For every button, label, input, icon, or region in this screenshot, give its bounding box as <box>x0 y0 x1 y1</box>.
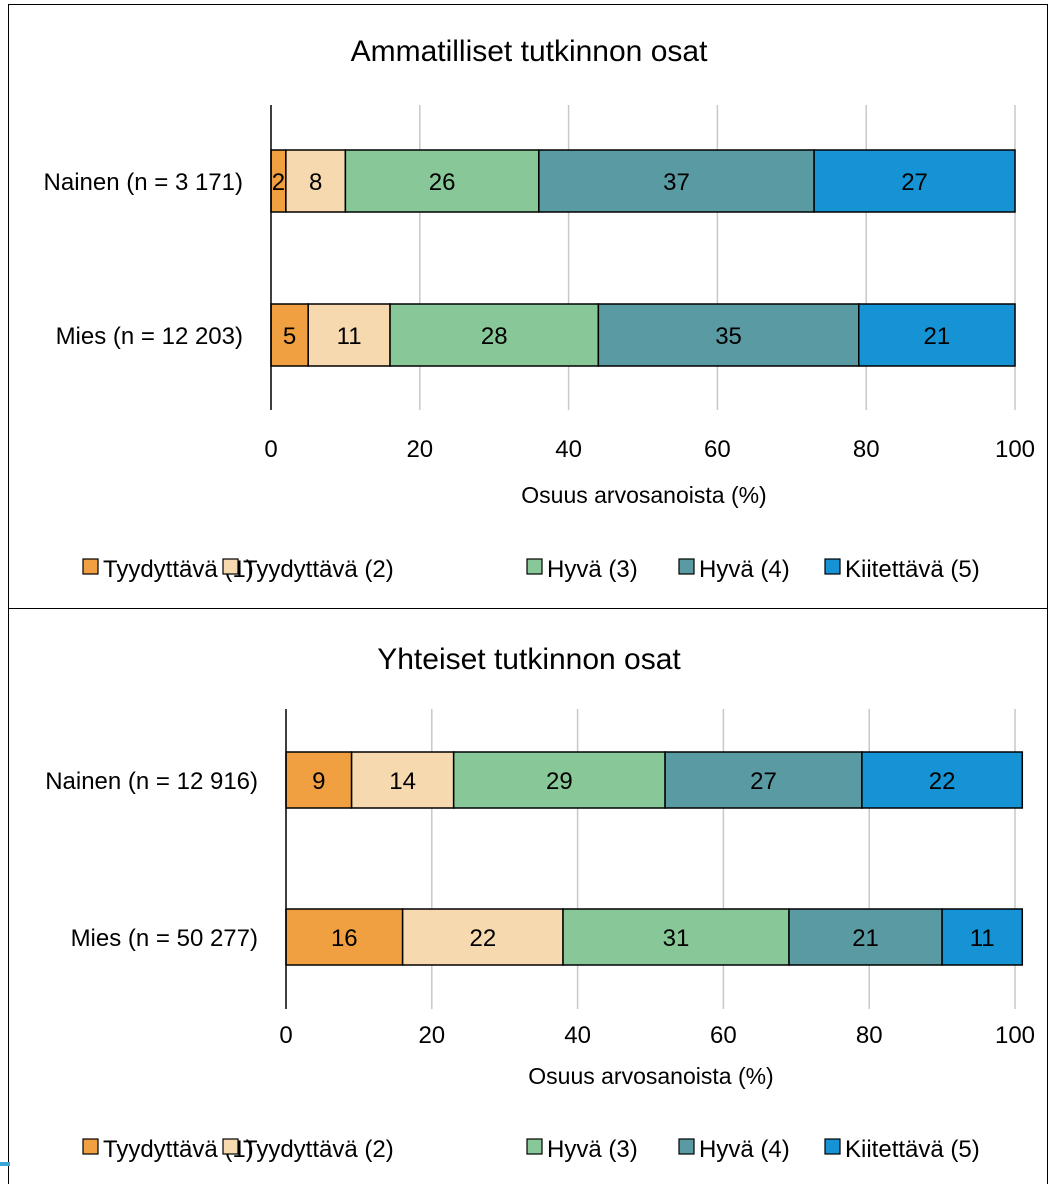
data-label: 21 <box>924 323 951 350</box>
x-tick-label: 20 <box>406 436 433 463</box>
data-label: 11 <box>970 925 995 952</box>
data-label: 2 <box>272 169 285 196</box>
bar-segment <box>858 303 1016 367</box>
legend-swatch <box>678 1138 695 1155</box>
x-tick-label: 0 <box>264 436 277 463</box>
data-label: 35 <box>715 323 742 350</box>
legend-label: Kiitettävä (5) <box>845 1136 980 1163</box>
data-label: 28 <box>481 323 508 350</box>
page-accent-mark <box>0 1162 10 1166</box>
bar-segment <box>941 908 1024 966</box>
legend-label: Hyvä (3) <box>547 1136 638 1163</box>
x-tick-label: 100 <box>995 436 1035 463</box>
x-axis-label: Osuus arvosanoista (%) <box>521 482 766 508</box>
legend-label: Hyvä (4) <box>699 1136 790 1163</box>
data-label: 14 <box>389 768 416 795</box>
chart-panel-yhteiset: Yhteiset tutkinnon osat 9 14 29 27 22 16 22 31 2… <box>8 608 1048 1184</box>
x-tick-label: 60 <box>710 1022 737 1049</box>
bar-segment <box>307 303 391 367</box>
bar-segment <box>401 908 564 966</box>
legend-label: Hyvä (3) <box>547 556 638 583</box>
x-axis-label: Osuus arvosanoista (%) <box>528 1063 773 1089</box>
x-tick-label: 80 <box>853 436 880 463</box>
legend-label: Hyvä (4) <box>699 556 790 583</box>
x-tick-label: 20 <box>418 1022 445 1049</box>
bar-segment <box>285 751 353 809</box>
data-label: 31 <box>663 925 690 952</box>
data-label: 16 <box>331 925 358 952</box>
legend-swatch <box>82 558 99 575</box>
data-label: 8 <box>309 169 322 196</box>
chart-panel-ammatilliset: Ammatilliset tutkinnon osat 2 8 26 37 27 5 11 2… <box>8 4 1048 609</box>
category-label: Mies (n = 50 277) <box>71 925 258 952</box>
data-label: 22 <box>929 768 956 795</box>
data-label: 5 <box>283 323 296 350</box>
bar-segment <box>350 751 455 809</box>
data-label: 37 <box>663 169 690 196</box>
data-label: 29 <box>546 768 573 795</box>
chart-svg-ammatilliset: Ammatilliset tutkinnon osat 2 8 26 37 27 5 11 2… <box>44 35 1035 583</box>
chart-title: Yhteiset tutkinnon osat <box>377 643 681 676</box>
data-label: 26 <box>429 169 456 196</box>
chart-svg-yhteiset: Yhteiset tutkinnon osat 9 14 29 27 22 16 22 31 2… <box>45 643 1035 1163</box>
legend-swatch <box>222 558 239 575</box>
data-label: 21 <box>852 925 879 952</box>
x-tick-label: 40 <box>555 436 582 463</box>
bar-segment <box>344 149 540 213</box>
bar-segment <box>813 149 1016 213</box>
bar-segment <box>285 908 404 966</box>
data-label: 9 <box>312 768 325 795</box>
x-tick-label: 60 <box>704 436 731 463</box>
bar-segment <box>285 149 347 213</box>
legend-swatch <box>824 1138 841 1155</box>
x-tick-label: 0 <box>279 1022 292 1049</box>
bar-segment <box>788 908 943 966</box>
data-label: 27 <box>901 169 928 196</box>
data-label: 11 <box>337 323 362 350</box>
legend-swatch <box>526 558 543 575</box>
legend-swatch <box>824 558 841 575</box>
category-label: Mies (n = 12 203) <box>56 323 243 350</box>
data-label: 22 <box>469 925 496 952</box>
legend-label: Tyydyttävä (2) <box>243 556 394 583</box>
legend-swatch <box>222 1138 239 1155</box>
legend-label: Kiitettävä (5) <box>845 556 980 583</box>
legend-swatch <box>526 1138 543 1155</box>
x-tick-label: 40 <box>564 1022 591 1049</box>
legend-swatch <box>82 1138 99 1155</box>
bar-segment <box>389 303 600 367</box>
legend-label: Tyydyttävä (2) <box>243 1136 394 1163</box>
category-label: Nainen (n = 3 171) <box>44 169 243 196</box>
legend-swatch <box>678 558 695 575</box>
data-label: 27 <box>750 768 777 795</box>
category-label: Nainen (n = 12 916) <box>45 768 258 795</box>
x-tick-label: 80 <box>856 1022 883 1049</box>
x-tick-label: 100 <box>995 1022 1035 1049</box>
bar-segment <box>562 908 790 966</box>
bar-segment <box>597 303 860 367</box>
bar-segment <box>861 751 1024 809</box>
chart-title: Ammatilliset tutkinnon osat <box>351 35 708 68</box>
